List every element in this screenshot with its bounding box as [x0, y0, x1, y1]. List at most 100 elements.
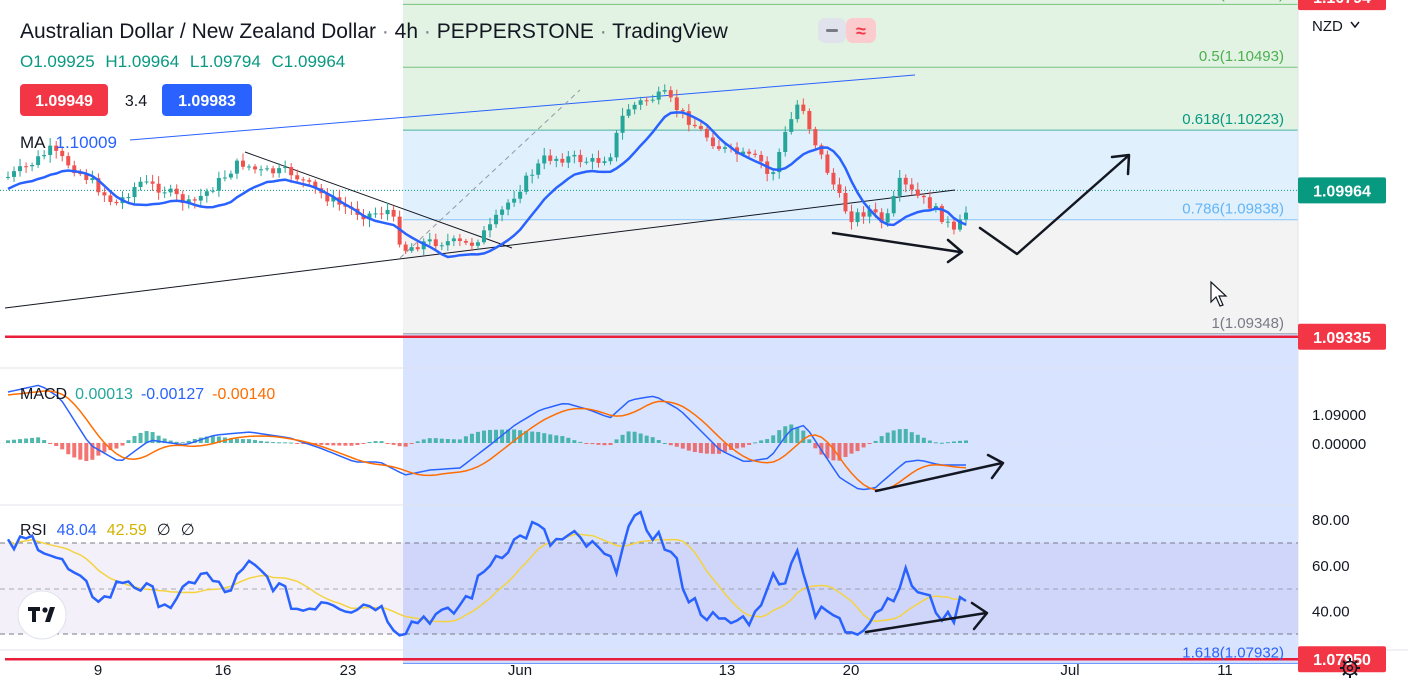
- macd-hist-bar: [102, 443, 107, 453]
- candle-body: [331, 197, 336, 202]
- macd-hist-bar: [355, 443, 360, 445]
- candle-body: [198, 195, 203, 201]
- rsi-divergence-arrow[interactable]: [864, 601, 989, 634]
- candle-body: [668, 90, 673, 98]
- candle-body: [247, 166, 252, 168]
- macd-hist-bar: [216, 436, 221, 443]
- candle-body: [674, 97, 679, 111]
- candle-body: [325, 193, 330, 202]
- time-tick: 13: [719, 662, 736, 679]
- candle-body: [662, 90, 667, 92]
- fib-zone: [403, 0, 1298, 5]
- price-tag: [1298, 0, 1386, 11]
- fib-zone: [403, 67, 1298, 131]
- macd-hist-bar: [156, 435, 161, 443]
- candle-body: [596, 158, 601, 163]
- candle-body: [469, 242, 474, 246]
- candle-body: [96, 178, 101, 193]
- macd-hist-bar: [186, 440, 191, 443]
- candle-body: [753, 153, 758, 155]
- price-annotation-arrows[interactable]: [831, 153, 1131, 264]
- trendline-channel[interactable]: [129, 74, 916, 141]
- price-tag-label: 1.10794: [1313, 0, 1371, 7]
- mouse-cursor: [1210, 280, 1228, 307]
- macd-hist-bar: [228, 438, 233, 443]
- macd-divergence-arrow[interactable]: [874, 453, 1005, 493]
- macd-hist-bar: [48, 443, 53, 444]
- macd-hist-bar: [771, 435, 776, 443]
- macd-hist-bar: [289, 442, 294, 444]
- macd-hist-bar: [849, 443, 854, 454]
- macd-hist-bar: [614, 439, 619, 443]
- candle-body: [301, 179, 306, 181]
- candle-body: [566, 156, 571, 163]
- macd-hist-bar: [650, 437, 655, 443]
- macd-hist-bar: [626, 431, 631, 443]
- macd-hist-bar: [512, 429, 517, 443]
- macd-hist-bar: [66, 443, 71, 455]
- indicator-toggle-icon[interactable]: ≈: [818, 18, 876, 43]
- gear-icon[interactable]: [1340, 658, 1360, 678]
- candle-body: [632, 104, 637, 110]
- candle-body: [259, 169, 264, 171]
- candle-body: [909, 184, 914, 190]
- currency-selector[interactable]: NZD: [1312, 18, 1360, 35]
- symbol-title: Australian Dollar / New Zealand Dollar ·…: [20, 20, 729, 43]
- price-tag: [1298, 323, 1386, 350]
- macd-hist-bar: [608, 443, 613, 445]
- macd-hist-bar: [18, 439, 23, 443]
- candle-body: [210, 190, 215, 192]
- candle-body: [849, 211, 854, 223]
- candle-body: [506, 202, 511, 210]
- candle-body: [813, 129, 818, 146]
- candle-body: [897, 177, 902, 196]
- macd-hist-bar: [259, 440, 264, 443]
- candle-body: [759, 154, 764, 162]
- moving-average-line: [7, 111, 967, 259]
- macd-hist-bar: [144, 431, 149, 443]
- candle-body: [608, 157, 613, 162]
- horizontal-levels[interactable]: [5, 0, 1298, 661]
- candle-body: [656, 91, 661, 100]
- macd-hist-bar: [168, 440, 173, 443]
- macd-hist-bar: [271, 442, 276, 444]
- candle-body: [222, 177, 227, 179]
- macd-hist-bar: [680, 443, 685, 449]
- tradingview-logo-icon[interactable]: [17, 590, 67, 640]
- candle-body: [831, 172, 836, 185]
- candle-body: [228, 173, 233, 178]
- macd-hist-bar: [367, 442, 372, 444]
- candle-body: [451, 238, 456, 242]
- macd-hist-bar: [325, 443, 330, 446]
- macd-hist-bar: [620, 434, 625, 443]
- macd-hist-bar: [879, 436, 884, 443]
- fib-label: 0.382(1.10763): [1182, 0, 1284, 2]
- time-tick: 20: [843, 662, 860, 679]
- macd-hist-bar: [150, 432, 155, 443]
- bid-button[interactable]: 1.09949: [20, 84, 108, 116]
- candle-body: [921, 195, 926, 198]
- time-tick: 16: [215, 662, 232, 679]
- candle-body: [445, 241, 450, 246]
- candle-body: [560, 158, 565, 163]
- macd-hist-bar: [945, 442, 950, 444]
- macd-hist-bar: [885, 432, 890, 443]
- ohlc-readout: O1.09925 H1.09964 L1.09794 C1.09964: [20, 52, 345, 71]
- macd-hist-bar: [584, 443, 589, 444]
- candle-body: [439, 245, 444, 247]
- macd-hist-bar: [343, 443, 348, 446]
- macd-hist-bar: [108, 443, 113, 450]
- macd-hist-bar: [415, 441, 420, 443]
- candle-body: [590, 158, 595, 162]
- macd-hist-bar: [777, 430, 782, 443]
- svg-text:1.09949: 1.09949: [35, 93, 93, 110]
- candle-body: [867, 209, 872, 217]
- candle-body: [150, 181, 155, 184]
- macd-hist-bar: [632, 431, 637, 443]
- candle-body: [795, 104, 800, 120]
- candle-body: [216, 177, 221, 191]
- trendline-support[interactable]: [4, 189, 956, 309]
- ask-button[interactable]: 1.09983: [162, 84, 252, 116]
- macd-hist-bar: [747, 443, 752, 445]
